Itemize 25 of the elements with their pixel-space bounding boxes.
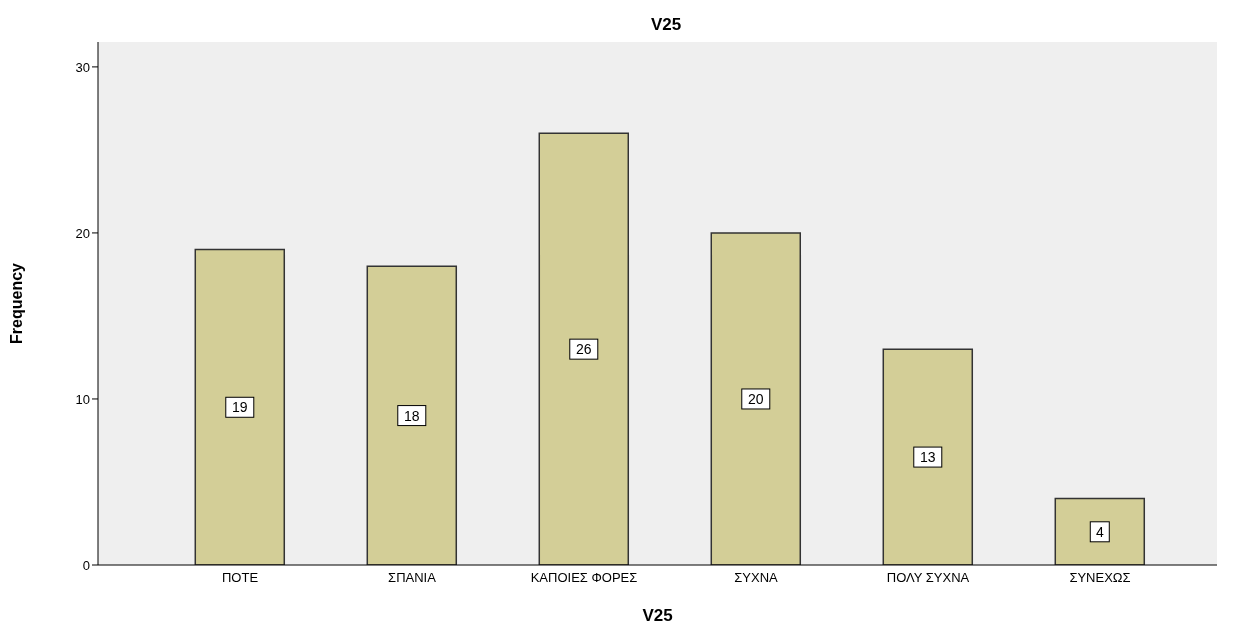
bar (710, 232, 802, 565)
x-tick-label: ΣΠΑΝΙΑ (388, 570, 437, 586)
bar (366, 265, 458, 565)
y-tick-label: 10 (75, 391, 90, 407)
y-tick-label: 20 (75, 225, 90, 241)
data-label: 4 (1095, 523, 1104, 540)
bar (882, 348, 974, 565)
x-tick-label: ΚΑΠΟΙΕΣ ΦΟΡΕΣ (530, 570, 638, 586)
data-label: 18 (403, 407, 420, 424)
chart-title: V25 (649, 14, 683, 36)
x-tick-label: ΣΥΝΕΧΩΣ (1069, 570, 1131, 586)
x-tick-label: ΠΟΤΕ (221, 570, 259, 586)
data-label: 19 (231, 399, 248, 416)
data-label: 13 (919, 449, 936, 466)
bar (194, 248, 286, 565)
x-tick-label: ΠΟΛΥ ΣΥΧΝΑ (886, 570, 970, 586)
x-axis-title: V25 (642, 606, 673, 625)
data-label: 26 (575, 341, 592, 358)
y-tick-label: 0 (82, 557, 90, 573)
data-label: 20 (747, 390, 764, 407)
y-tick-label: 30 (75, 59, 90, 75)
y-axis-title: Frequency (7, 262, 25, 344)
bar (1054, 497, 1146, 565)
bar (538, 132, 630, 565)
x-tick-label: ΣΥΧΝΑ (734, 570, 779, 586)
